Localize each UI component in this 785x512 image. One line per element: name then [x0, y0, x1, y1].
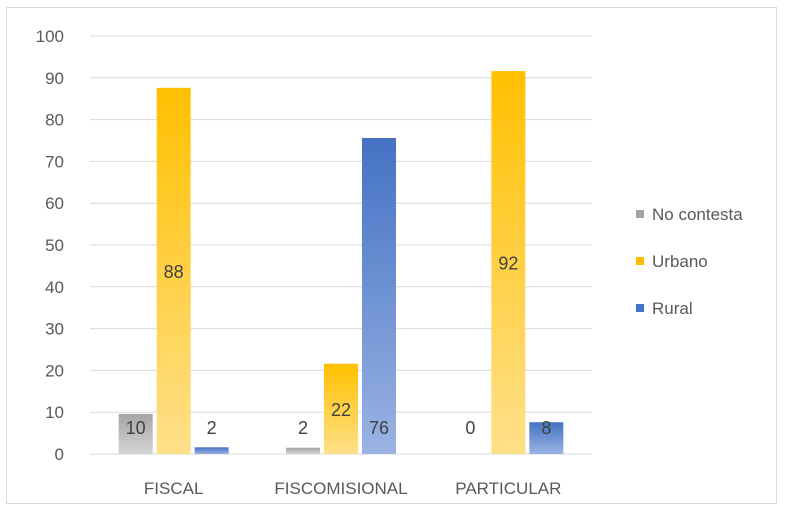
y-tick-label: 100: [36, 27, 64, 46]
legend-swatch-no-contesta: [636, 210, 644, 218]
data-label: 0: [465, 418, 475, 438]
legend-swatch-urbano: [636, 257, 644, 265]
category-label-fiscomisional: FISCOMISIONAL: [274, 479, 407, 498]
bar-rural-fiscomisional: [362, 137, 396, 454]
y-tick-label: 70: [45, 152, 64, 171]
y-tick-label: 60: [45, 194, 64, 213]
legend-label-urbano: Urbano: [652, 252, 708, 271]
category-label-fiscal: FISCAL: [144, 479, 204, 498]
y-tick-label: 40: [45, 278, 64, 297]
legend: No contesta Urbano Rural: [636, 205, 743, 318]
data-label: 8: [541, 418, 551, 438]
category-label-particular: PARTICULAR: [455, 479, 561, 498]
data-label: 92: [498, 254, 518, 274]
y-axis-tick-labels: 0 10 20 30 40 50 60 70 80 90 100: [36, 27, 64, 464]
bar-urbano-fiscomisional: [324, 363, 358, 454]
y-tick-label: 90: [45, 69, 64, 88]
y-tick-label: 0: [55, 445, 64, 464]
bar-no-contesta-fiscal: [118, 413, 153, 454]
data-label: 10: [126, 418, 146, 438]
data-label: 2: [207, 418, 217, 438]
y-tick-label: 10: [45, 403, 64, 422]
y-tick-label: 30: [45, 320, 64, 339]
y-tick-label: 20: [45, 361, 64, 380]
legend-label-rural: Rural: [652, 299, 693, 318]
data-label: 2: [298, 418, 308, 438]
y-tick-label: 50: [45, 236, 64, 255]
legend-label-no-contesta: No contesta: [652, 205, 743, 224]
bar-urbano-particular: [491, 71, 526, 454]
y-tick-label: 80: [45, 111, 64, 130]
bar-rural-particular: [529, 422, 564, 454]
bar-urbano-fiscal: [156, 87, 191, 454]
legend-swatch-rural: [636, 304, 644, 312]
data-label: 22: [331, 400, 351, 420]
bar-no-contesta-fiscomisional: [286, 447, 320, 454]
bar-rural-fiscal: [194, 447, 229, 454]
data-label: 88: [164, 262, 184, 282]
category-labels: FISCAL FISCOMISIONAL PARTICULAR: [144, 479, 561, 498]
bars: [118, 71, 564, 454]
data-label: 76: [369, 418, 389, 438]
